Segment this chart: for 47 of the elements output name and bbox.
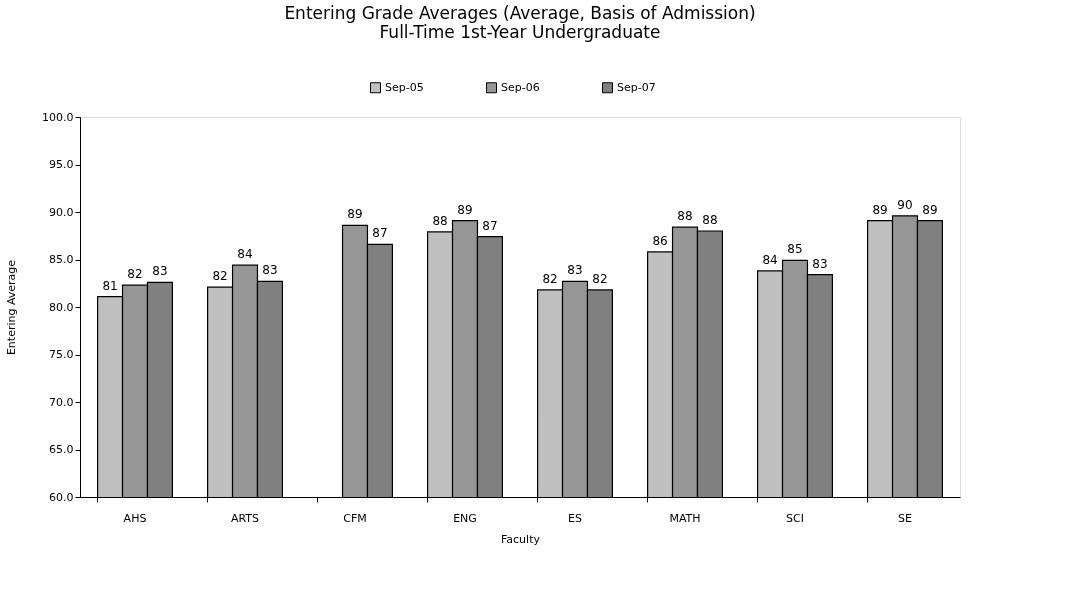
y-tick-label: 90.0 <box>49 205 74 219</box>
data-label: 89 <box>347 207 363 222</box>
y-tick-label: 85.0 <box>49 253 74 266</box>
data-label: 89 <box>872 202 888 217</box>
y-tick-label: 65.0 <box>49 443 74 456</box>
x-tick-label: ENG <box>453 511 477 525</box>
y-tick-label: 80.0 <box>49 300 74 314</box>
x-tick-label: MATH <box>669 511 701 525</box>
x-tick-label: SCI <box>786 511 804 525</box>
data-label: 83 <box>262 263 278 278</box>
data-label: 83 <box>152 264 168 279</box>
data-label: 84 <box>237 247 253 262</box>
data-label: 88 <box>677 209 693 224</box>
chart-subtitle: Full-Time 1st-Year Undergraduate <box>379 22 661 42</box>
chart-title: Entering Grade Averages (Average, Basis of Admission) <box>284 3 756 23</box>
x-tick-label: ARTS <box>230 511 260 525</box>
data-label: 82 <box>212 269 228 284</box>
data-label: 81 <box>102 278 118 293</box>
x-axis-title: Faculty <box>501 532 541 546</box>
data-label: 90 <box>897 197 913 212</box>
data-label: 87 <box>372 226 388 241</box>
data-label: 82 <box>127 267 143 282</box>
legend-label: Sep-06 <box>501 80 540 94</box>
data-label: 88 <box>432 213 448 228</box>
data-label: 83 <box>812 256 828 271</box>
data-label: 89 <box>922 202 938 217</box>
y-tick-label: 95.0 <box>49 158 74 171</box>
data-label: 84 <box>762 252 778 267</box>
data-label: 87 <box>482 218 498 233</box>
x-tick-label: CFM <box>343 511 367 525</box>
x-tick-label: AHS <box>123 511 147 525</box>
data-label: 88 <box>702 213 718 227</box>
y-tick-label: 75.0 <box>49 348 74 361</box>
data-label: 86 <box>652 233 668 248</box>
legend-label: Sep-05 <box>385 80 424 94</box>
y-tick-label: 60.0 <box>49 490 74 504</box>
x-tick-label: ES <box>568 511 582 525</box>
y-axis-title: Entering Average <box>5 259 19 356</box>
data-label: 89 <box>457 202 473 217</box>
data-label: 85 <box>787 242 803 257</box>
data-label: 82 <box>542 271 558 286</box>
data-label: 83 <box>567 263 583 278</box>
legend-label: Sep-07 <box>617 80 656 94</box>
data-label: 82 <box>592 271 608 286</box>
y-tick-label: 70.0 <box>49 395 74 409</box>
x-tick-label: SE <box>898 511 913 525</box>
y-tick-label: 100.0 <box>42 110 74 124</box>
